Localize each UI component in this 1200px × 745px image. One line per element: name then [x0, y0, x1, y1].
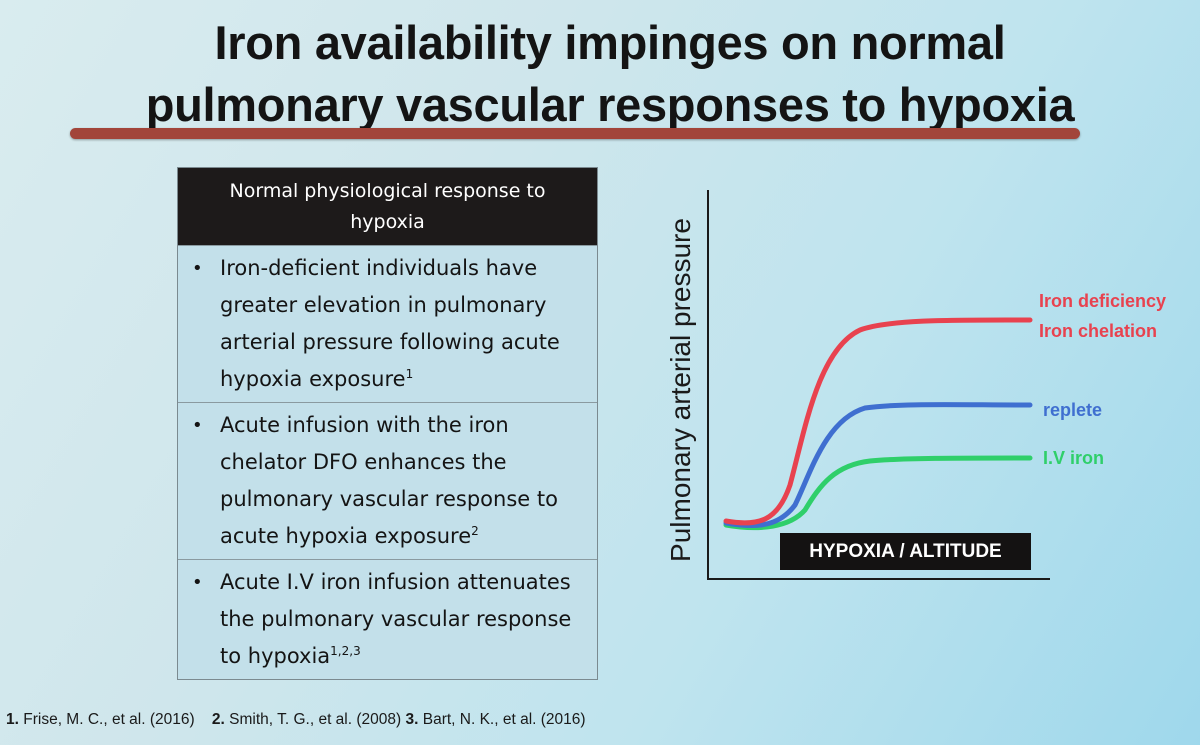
- table-header: Normal physiological response to hypoxia: [178, 168, 597, 245]
- reference-text: Smith, T. G., et al. (2008): [229, 711, 402, 728]
- reference-number: 1.: [6, 711, 19, 728]
- iron-deficiency-curve: [723, 317, 1033, 526]
- slide-title: Iron availability impinges on normal pul…: [60, 12, 1160, 136]
- row-citation: 1,2,3: [330, 644, 361, 658]
- table-row: • Acute I.V iron infusion attenuates the…: [178, 559, 597, 679]
- bullet-icon: •: [192, 572, 203, 593]
- iv-iron-curve: [723, 455, 1033, 531]
- row-text: Acute I.V iron infusion attenuates the p…: [220, 570, 572, 668]
- bullet-icon: •: [192, 415, 203, 436]
- title-line-1: Iron availability impinges on normal: [214, 16, 1006, 69]
- reference-text: Bart, N. K., et al. (2016): [422, 711, 586, 728]
- response-table: Normal physiological response to hypoxia…: [177, 167, 598, 680]
- row-text: Acute infusion with the iron chelator DF…: [220, 413, 558, 548]
- x-axis-label: HYPOXIA / ALTITUDE: [780, 533, 1031, 570]
- title-line-2: pulmonary vascular responses to hypoxia: [145, 78, 1075, 131]
- reference-text: Frise, M. C., et al. (2016): [23, 711, 195, 728]
- title-underline: [70, 128, 1080, 139]
- replete-curve: [723, 402, 1033, 528]
- row-citation: 2: [471, 524, 479, 538]
- row-text: Iron-deficient individuals have greater …: [220, 256, 560, 391]
- table-row: • Acute infusion with the iron chelator …: [178, 402, 597, 559]
- bullet-icon: •: [192, 258, 203, 279]
- legend-replete: replete: [1043, 400, 1103, 420]
- references: 1. Frise, M. C., et al. (2016) 2. Smith,…: [6, 711, 586, 729]
- table-row: • Iron-deficient individuals have greate…: [178, 245, 597, 402]
- y-axis-label: Pulmonary arterial pressure: [665, 218, 696, 562]
- legend-iv-iron: I.V iron: [1043, 448, 1105, 468]
- row-citation: 1: [405, 367, 414, 381]
- reference-number: 3.: [405, 711, 419, 728]
- pressure-graph: [707, 190, 1050, 580]
- legend-iron-chelation: Iron chelation: [1039, 321, 1158, 341]
- reference-number: 2.: [211, 711, 225, 728]
- legend-iron-deficiency: Iron deficiency: [1039, 291, 1167, 311]
